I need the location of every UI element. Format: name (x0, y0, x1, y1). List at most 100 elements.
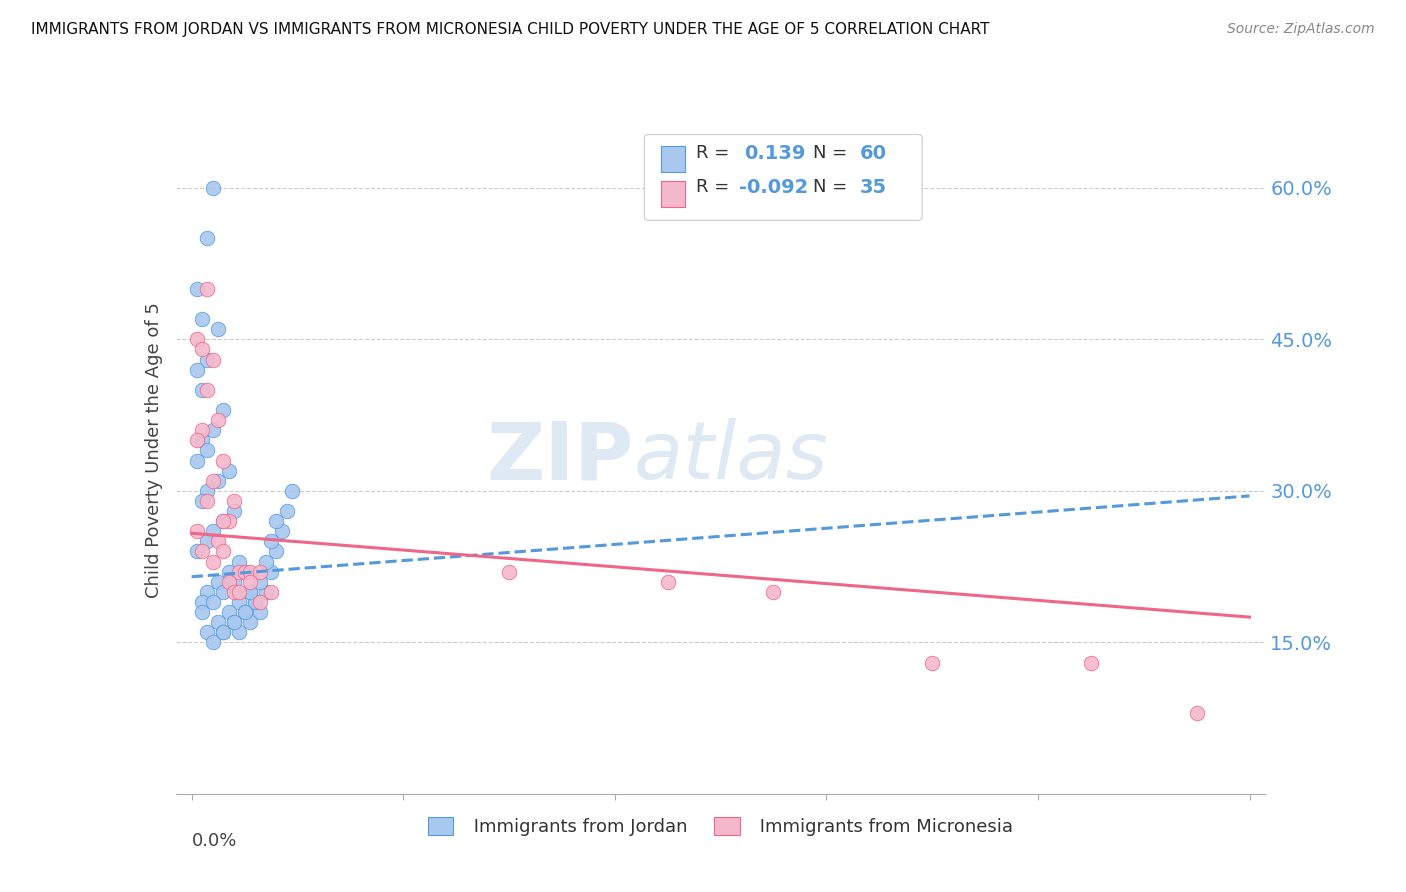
Point (186, 453, 208, 467)
Point (218, 565, 240, 579)
Point (218, 464, 240, 478)
Point (239, 615, 262, 630)
Point (254, 555, 277, 569)
Point (657, 574, 679, 589)
Text: ZIP: ZIP (486, 418, 633, 496)
Point (191, 343, 214, 357)
Point (239, 574, 262, 589)
Point (212, 403, 235, 417)
Point (249, 565, 271, 579)
Point (212, 514, 235, 528)
Point (222, 574, 245, 589)
Point (201, 524, 224, 539)
Text: 0.139: 0.139 (745, 144, 806, 162)
Point (270, 524, 292, 539)
Point (197, 282, 219, 296)
FancyBboxPatch shape (644, 135, 922, 220)
Text: N =: N = (813, 178, 848, 196)
Point (276, 504, 298, 518)
Text: atlas: atlas (633, 418, 828, 496)
Point (222, 615, 245, 630)
Point (239, 565, 262, 579)
Point (762, 585, 785, 599)
Point (239, 585, 262, 599)
Point (218, 605, 240, 619)
Point (197, 494, 219, 508)
Point (197, 625, 219, 640)
Point (207, 574, 229, 589)
Point (212, 453, 235, 467)
Point (921, 656, 943, 670)
Point (197, 585, 219, 599)
Point (186, 544, 208, 558)
Point (1185, 706, 1208, 720)
Point (228, 595, 250, 609)
Text: 0.0%: 0.0% (191, 831, 238, 850)
Point (186, 434, 208, 448)
Point (191, 423, 214, 437)
Point (264, 514, 287, 528)
Point (207, 534, 229, 549)
Point (228, 585, 250, 599)
Point (243, 595, 266, 609)
Point (207, 615, 229, 630)
Point (212, 585, 235, 599)
Point (191, 494, 214, 508)
Point (207, 474, 229, 488)
Point (260, 534, 283, 549)
Point (233, 565, 256, 579)
Point (186, 282, 208, 296)
Point (197, 231, 219, 245)
Point (218, 574, 240, 589)
Text: R =: R = (696, 178, 728, 196)
Point (191, 383, 214, 397)
Point (218, 514, 240, 528)
Point (222, 504, 245, 518)
Point (191, 312, 214, 326)
FancyBboxPatch shape (661, 180, 685, 207)
Point (197, 483, 219, 498)
Point (498, 565, 520, 579)
Point (281, 483, 304, 498)
Point (186, 362, 208, 376)
Point (239, 585, 262, 599)
Text: N =: N = (813, 145, 848, 162)
Point (201, 595, 224, 609)
Point (186, 332, 208, 346)
Point (260, 565, 283, 579)
Point (1080, 656, 1102, 670)
Point (254, 585, 277, 599)
Text: -0.092: -0.092 (740, 178, 808, 197)
Point (201, 352, 224, 367)
Point (191, 544, 214, 558)
Point (201, 423, 224, 437)
Point (222, 494, 245, 508)
Point (201, 635, 224, 649)
Text: IMMIGRANTS FROM JORDAN VS IMMIGRANTS FROM MICRONESIA CHILD POVERTY UNDER THE AGE: IMMIGRANTS FROM JORDAN VS IMMIGRANTS FRO… (31, 22, 990, 37)
Point (260, 585, 283, 599)
Point (201, 181, 224, 195)
Point (249, 605, 271, 619)
Point (212, 514, 235, 528)
Point (222, 615, 245, 630)
Point (207, 413, 229, 427)
Point (201, 555, 224, 569)
Legend:  Immigrants from Jordan,  Immigrants from Micronesia: Immigrants from Jordan, Immigrants from … (420, 810, 1021, 843)
Point (249, 574, 271, 589)
Point (249, 595, 271, 609)
Text: 60: 60 (860, 144, 887, 162)
Point (197, 352, 219, 367)
Point (207, 322, 229, 336)
Point (233, 565, 256, 579)
Point (191, 434, 214, 448)
Point (222, 585, 245, 599)
Point (197, 534, 219, 549)
FancyBboxPatch shape (661, 146, 685, 172)
Point (228, 625, 250, 640)
Point (228, 555, 250, 569)
Point (228, 565, 250, 579)
Point (197, 443, 219, 458)
Point (233, 605, 256, 619)
Point (191, 605, 214, 619)
Point (212, 625, 235, 640)
